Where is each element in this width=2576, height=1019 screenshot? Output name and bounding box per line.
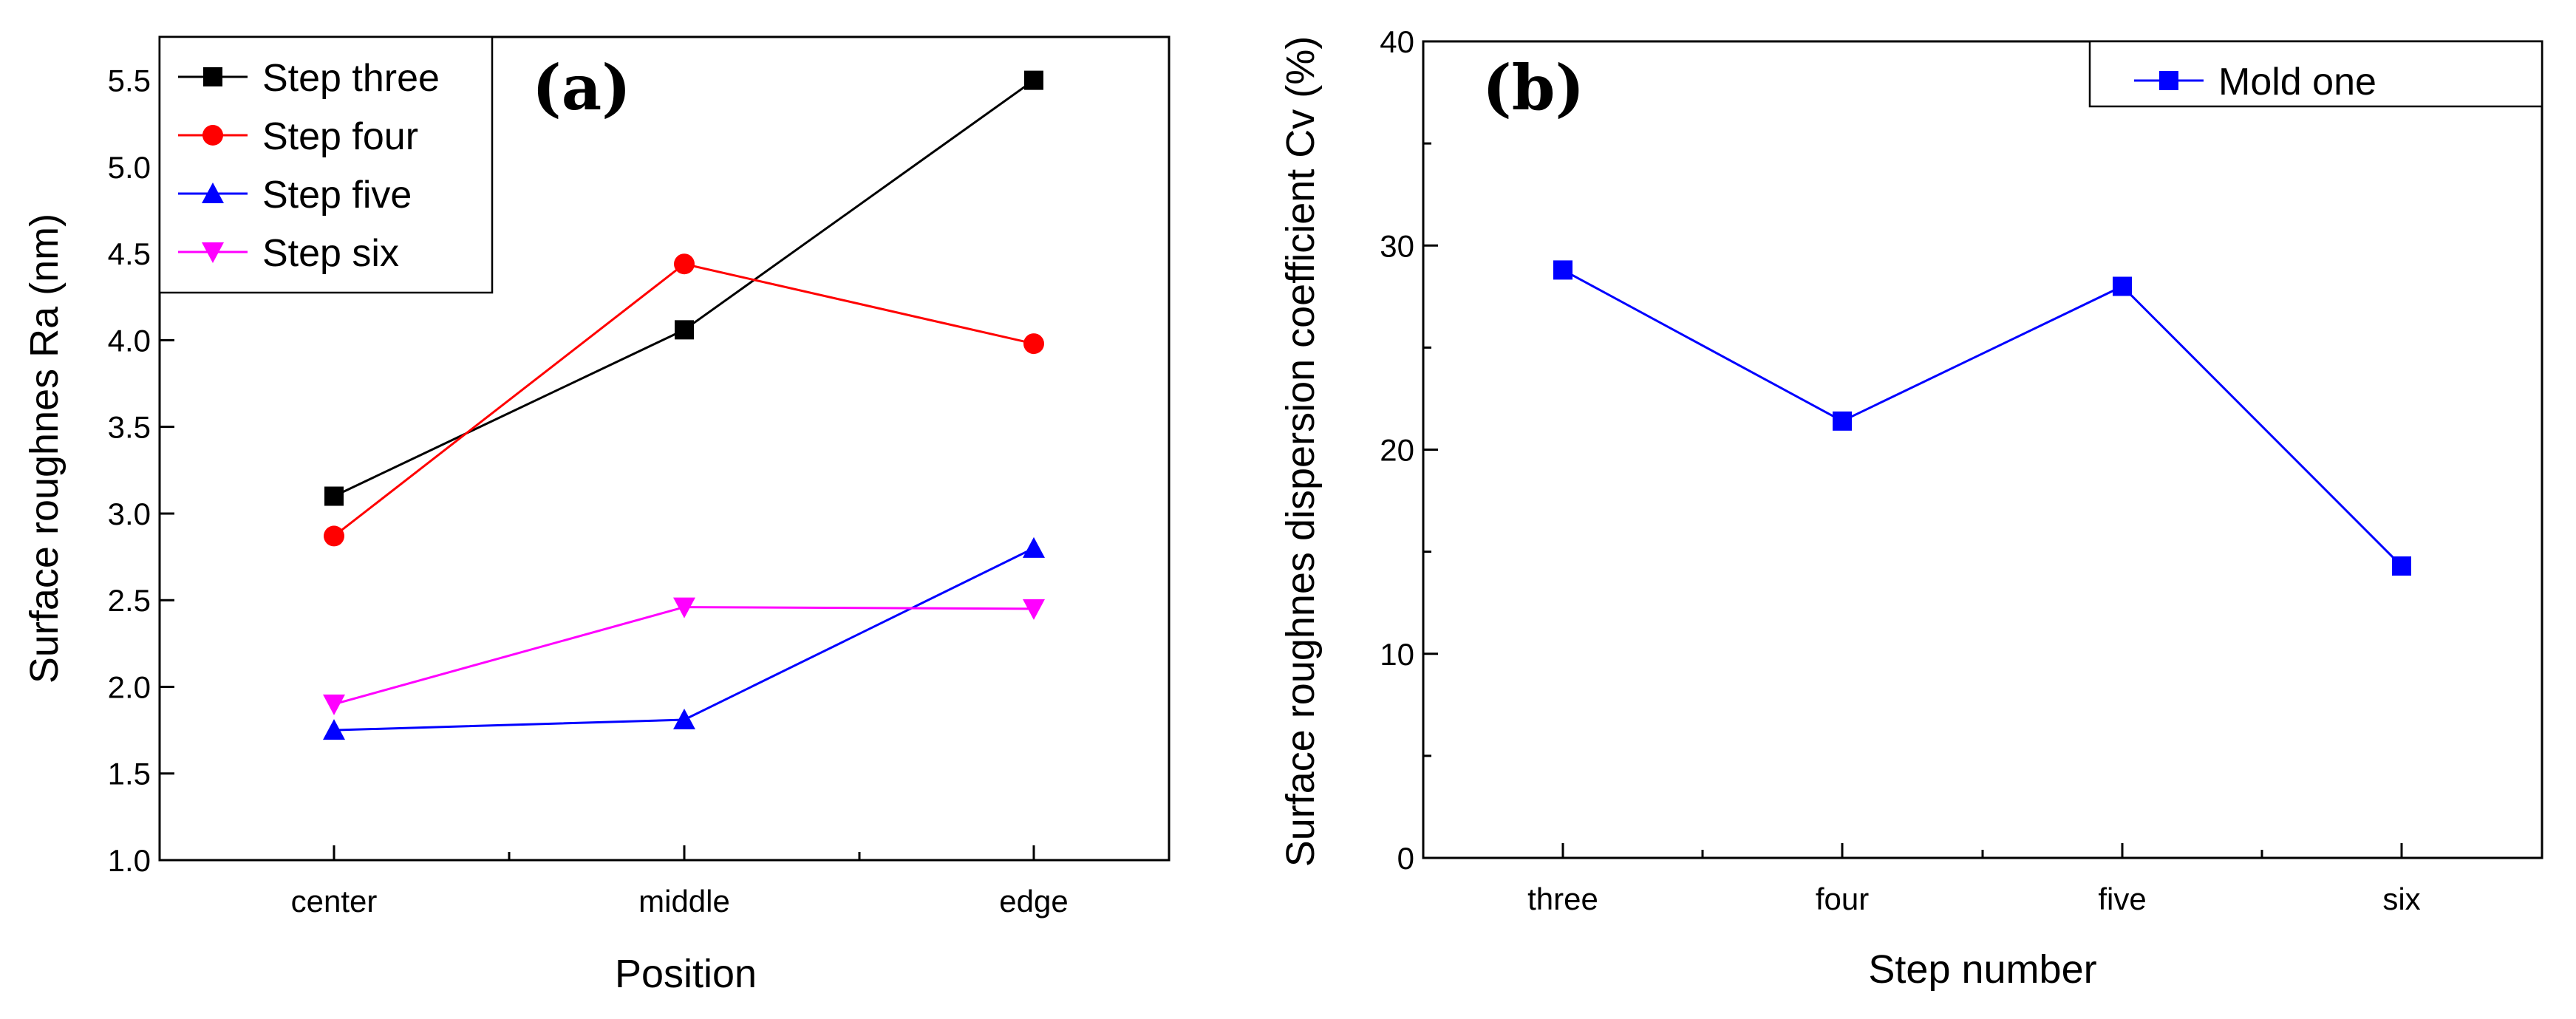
legend-marker: [203, 67, 222, 86]
y-tick-label: 30: [1380, 228, 1414, 263]
data-point: [673, 709, 695, 730]
y-tick-label: 3.5: [108, 410, 151, 445]
y-tick-label: 40: [1380, 24, 1414, 59]
series-line: [1562, 269, 2403, 568]
chart-panel-b: 0 10 20 30 40 three four five six (b) Step numb…: [1278, 24, 2543, 992]
plot-frame: [1422, 40, 2543, 859]
legend-marker: [202, 183, 224, 203]
legend: Step three Step four Step five Step six: [158, 35, 494, 294]
x-tick-label: middle: [638, 884, 730, 919]
y-tick-label: 10: [1380, 637, 1414, 672]
panel-label: (b): [1482, 51, 1584, 124]
x-tick-label: five: [2098, 882, 2146, 916]
x-tick-label: edge: [999, 884, 1068, 919]
data-point: [324, 525, 344, 547]
plot-frame: [158, 35, 1171, 862]
data-point: [673, 597, 695, 618]
y-tick-label: 5.0: [108, 150, 151, 185]
y-axis-title: Surface roughnes Ra (nm): [22, 214, 67, 684]
data-point: [323, 719, 345, 740]
data-point: [1553, 260, 1572, 280]
series-step-three: [324, 70, 1043, 506]
legend-marker: [202, 242, 224, 263]
y-tick-label: 1.5: [108, 757, 151, 791]
legend-label: Step six: [262, 232, 399, 275]
legend-item: Step three: [178, 57, 440, 100]
data-point: [674, 253, 695, 275]
legend-marker: [202, 125, 223, 146]
x-axis-ticks: three four five six: [1527, 843, 2421, 916]
y-tick-label: 2.0: [108, 669, 151, 704]
y-tick-label: 3.0: [108, 497, 151, 531]
data-point: [2113, 276, 2132, 296]
y-tick-label: 0: [1397, 841, 1414, 876]
y-tick-label: 20: [1380, 433, 1414, 468]
legend-label: Step three: [262, 57, 440, 100]
data-point: [323, 694, 345, 715]
y-tick-label: 4.5: [108, 236, 151, 271]
y-tick-label: 4.0: [108, 323, 151, 358]
x-tick-label: center: [291, 884, 378, 919]
x-axis-title: Step number: [1868, 947, 2096, 992]
series-line: [333, 547, 1035, 732]
series-step-five: [323, 536, 1045, 740]
panel-label: (a): [532, 51, 631, 124]
data-point: [675, 320, 694, 340]
x-tick-label: six: [2382, 882, 2420, 916]
data-point: [324, 486, 344, 506]
data-point: [1023, 536, 1045, 558]
chart-panel-a: 1.0 1.5 2.0 2.5 3.0 3.5 4.0 4.5 5.0 5.5 center mid…: [22, 35, 1171, 996]
series-line: [333, 606, 1035, 706]
y-tick-label: 5.5: [108, 64, 151, 98]
legend-item: Step four: [178, 115, 418, 158]
legend-item: Step five: [178, 174, 412, 217]
y-axis-ticks: 1.0 1.5 2.0 2.5 3.0 3.5 4.0 4.5 5.0 5.5: [108, 64, 174, 878]
series-line: [333, 262, 1035, 537]
legend-item: Step six: [178, 232, 399, 275]
data-point: [1023, 599, 1045, 620]
x-axis-ticks: center middle edge: [291, 845, 1069, 919]
x-tick-label: four: [1816, 882, 1869, 916]
series-step-six: [323, 597, 1045, 715]
y-tick-label: 2.5: [108, 583, 151, 618]
y-tick-label: 1.0: [108, 843, 151, 878]
legend-label: Step four: [262, 115, 418, 158]
legend-marker: [2159, 71, 2178, 90]
data-point: [1024, 70, 1043, 90]
series-step-four: [324, 253, 1044, 547]
y-axis-ticks: 0 10 20 30 40: [1380, 24, 1438, 876]
data-point: [1023, 333, 1044, 355]
legend-label: Step five: [262, 174, 412, 217]
series-group: [1553, 260, 2411, 576]
y-axis-title: Surface roughnes dispersion coefficient …: [1278, 36, 1323, 868]
legend-item: Mold one: [2134, 61, 2376, 103]
x-axis-title: Position: [615, 952, 757, 996]
legend: Mold one: [2088, 40, 2543, 108]
series-group: [323, 70, 1045, 740]
series-mold-one: [1553, 260, 2411, 576]
data-point: [1833, 411, 1852, 431]
data-point: [2392, 556, 2411, 576]
legend-label: Mold one: [2218, 61, 2376, 103]
x-tick-label: three: [1527, 882, 1598, 916]
